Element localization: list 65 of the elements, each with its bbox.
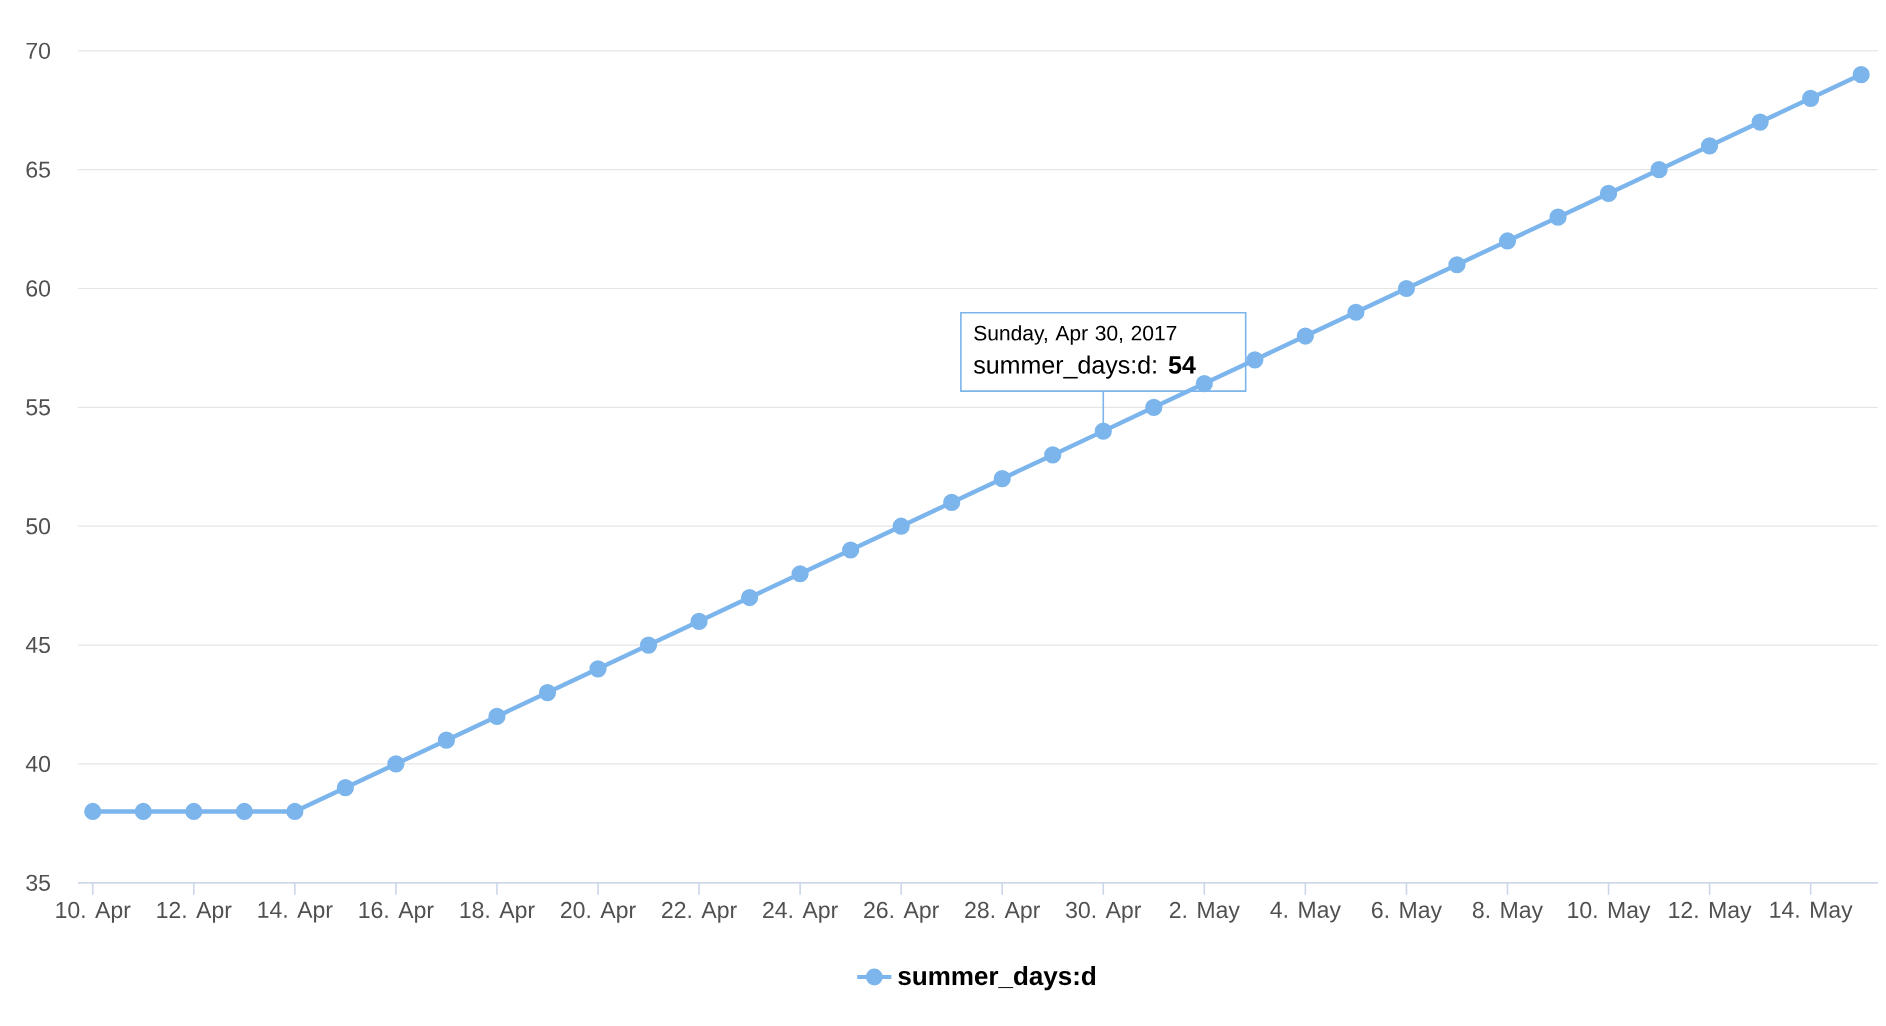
point	[1296, 327, 1314, 345]
point	[336, 779, 354, 797]
point	[589, 660, 607, 678]
point	[1094, 422, 1112, 440]
point	[1751, 113, 1769, 131]
point	[1044, 446, 1062, 464]
x-tick-label: 10. Apr	[56, 901, 131, 923]
point	[690, 612, 708, 630]
point	[1650, 161, 1668, 179]
point	[791, 565, 809, 583]
point	[892, 517, 910, 535]
point	[639, 636, 658, 654]
point	[235, 802, 253, 821]
x-tick-label: 10. May	[1568, 901, 1651, 923]
y-tick-label: 70	[26, 42, 51, 59]
point	[1397, 279, 1416, 298]
x-tick-label: 18. Apr	[460, 901, 535, 923]
x-tick-label: 20. Apr	[561, 901, 636, 923]
x-tick-label: 30. Apr	[1066, 901, 1142, 923]
point	[740, 588, 759, 607]
point	[134, 802, 152, 821]
x-tick-label: 14. Apr	[258, 901, 333, 923]
point	[286, 802, 304, 821]
x-tick-label: 2. May	[1169, 901, 1240, 923]
point	[437, 731, 456, 749]
point	[1145, 398, 1163, 416]
x-tick-label: 6. May	[1372, 901, 1442, 923]
point	[185, 802, 203, 821]
x-tick-label: 26. Apr	[864, 901, 939, 923]
x-tick-label: 12. Apr	[157, 901, 232, 923]
point	[1852, 65, 1870, 84]
point	[1448, 256, 1466, 274]
x-tick-label: 12. May	[1669, 901, 1752, 923]
annotation: Sunday, Apr 30, 2017	[974, 325, 1177, 345]
point	[842, 541, 860, 559]
point	[488, 707, 506, 725]
y-tick-label: 50	[26, 518, 51, 535]
y-tick-label: 60	[26, 280, 51, 297]
x-tick-label: 8. May	[1472, 901, 1543, 923]
x-tick-label: 4. May	[1270, 901, 1341, 923]
point	[538, 684, 557, 702]
point	[943, 493, 961, 512]
x-tick-label: 22. Apr	[662, 901, 737, 923]
point	[1246, 351, 1264, 369]
point	[1195, 374, 1213, 393]
point	[1347, 303, 1365, 321]
point	[387, 755, 405, 773]
point	[1802, 89, 1820, 107]
x-tick-label: 16. Apr	[359, 901, 434, 923]
y-tick-label: 40	[25, 755, 51, 773]
legend-label: summer_days:d	[898, 966, 1096, 991]
point	[84, 802, 102, 821]
x-tick-label: 14. May	[1770, 901, 1853, 923]
point	[993, 470, 1011, 488]
point	[1599, 184, 1618, 203]
y-tick-label: 65	[26, 161, 50, 178]
x-tick-label: 24. Apr	[763, 901, 838, 923]
y-tick-label: 45	[25, 637, 50, 654]
point	[1701, 137, 1719, 155]
y-tick-label: 55	[26, 399, 50, 416]
point	[1549, 208, 1567, 226]
point	[1498, 232, 1517, 250]
y-tick-label: 35	[26, 874, 50, 891]
x-tick-label: 28. Apr	[965, 901, 1040, 923]
annotation: summer_days:d: 54	[973, 355, 1196, 379]
